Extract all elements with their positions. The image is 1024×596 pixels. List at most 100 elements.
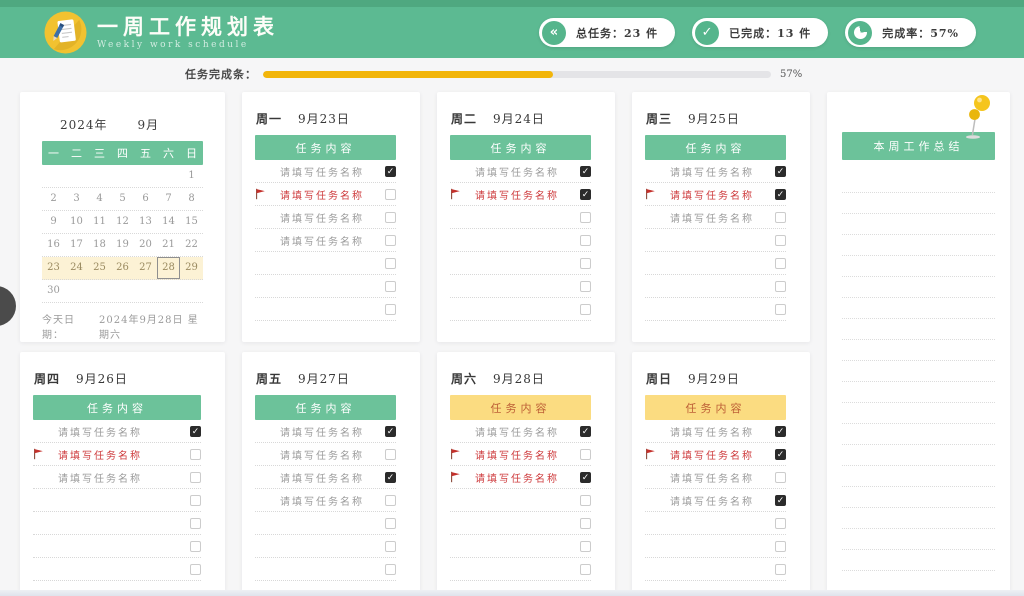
task-checkbox[interactable]: ✓ — [775, 165, 786, 177]
task-checkbox[interactable]: ✓ — [775, 188, 786, 200]
task-row[interactable]: 请填写任务名称 ✓ — [645, 489, 786, 512]
summary-line[interactable] — [842, 256, 995, 277]
summary-line[interactable] — [842, 508, 995, 529]
task-checkbox[interactable] — [580, 540, 591, 552]
task-row[interactable] — [450, 298, 591, 321]
task-checkbox[interactable] — [580, 563, 591, 575]
task-checkbox[interactable] — [190, 563, 201, 575]
date-cell-17[interactable]: 17 — [70, 239, 83, 250]
summary-line[interactable] — [842, 529, 995, 550]
task-name-field[interactable]: 请填写任务名称 — [280, 450, 364, 462]
summary-line[interactable] — [842, 277, 995, 298]
task-row[interactable] — [450, 535, 591, 558]
task-row[interactable]: 请填写任务名称 — [33, 443, 201, 466]
task-checkbox[interactable]: ✓ — [775, 494, 786, 506]
date-cell-2[interactable]: 2 — [50, 193, 57, 204]
task-checkbox[interactable] — [190, 517, 201, 529]
task-name-field[interactable]: 请填写任务名称 — [670, 427, 754, 439]
task-name-field[interactable]: 请填写任务名称 — [58, 427, 142, 439]
date-cell-3[interactable]: 3 — [73, 193, 80, 204]
task-checkbox[interactable] — [580, 234, 591, 246]
task-checkbox[interactable] — [385, 494, 396, 506]
task-name-field[interactable]: 请填写任务名称 — [475, 473, 559, 485]
task-checkbox[interactable]: ✓ — [580, 471, 591, 483]
task-row[interactable]: 请填写任务名称 ✓ — [255, 160, 396, 183]
summary-line[interactable] — [842, 172, 995, 193]
task-row[interactable] — [255, 275, 396, 298]
task-checkbox[interactable] — [580, 257, 591, 269]
task-name-field[interactable]: 请填写任务名称 — [670, 213, 754, 225]
task-row[interactable] — [255, 298, 396, 321]
task-checkbox[interactable]: ✓ — [775, 425, 786, 437]
task-row[interactable]: 请填写任务名称 ✓ — [450, 160, 591, 183]
task-name-field[interactable]: 请填写任务名称 — [280, 167, 364, 179]
date-cell-16[interactable]: 16 — [47, 239, 60, 250]
date-cell-18[interactable]: 18 — [93, 239, 106, 250]
summary-line[interactable] — [842, 550, 995, 571]
task-checkbox[interactable] — [580, 280, 591, 292]
calendar-month[interactable]: 9月 — [137, 118, 160, 132]
task-name-field[interactable]: 请填写任务名称 — [670, 190, 754, 202]
task-row[interactable]: 请填写任务名称 ✓ — [450, 466, 591, 489]
task-checkbox[interactable]: ✓ — [385, 425, 396, 437]
task-checkbox[interactable] — [385, 517, 396, 529]
date-cell-23[interactable]: 23 — [47, 262, 60, 273]
task-checkbox[interactable] — [190, 494, 201, 506]
task-name-field[interactable]: 请填写任务名称 — [475, 190, 559, 202]
task-name-field[interactable]: 请填写任务名称 — [670, 496, 754, 508]
summary-line[interactable] — [842, 382, 995, 403]
date-cell-30[interactable]: 30 — [47, 285, 60, 296]
task-name-field[interactable]: 请填写任务名称 — [670, 473, 754, 485]
task-row[interactable] — [255, 558, 396, 581]
date-cell-26[interactable]: 26 — [116, 262, 129, 273]
date-cell-15[interactable]: 15 — [185, 216, 198, 227]
task-checkbox[interactable] — [775, 280, 786, 292]
task-row[interactable]: 请填写任务名称 — [255, 443, 396, 466]
date-cell-22[interactable]: 22 — [185, 239, 198, 250]
task-row[interactable] — [645, 558, 786, 581]
task-name-field[interactable]: 请填写任务名称 — [670, 450, 754, 462]
task-checkbox[interactable] — [385, 211, 396, 223]
task-row[interactable] — [450, 206, 591, 229]
date-cell-11[interactable]: 11 — [93, 216, 106, 227]
task-row[interactable] — [450, 512, 591, 535]
task-row[interactable] — [255, 252, 396, 275]
task-checkbox[interactable] — [385, 448, 396, 460]
task-checkbox[interactable] — [580, 303, 591, 315]
task-checkbox[interactable]: ✓ — [385, 471, 396, 483]
task-checkbox[interactable] — [385, 188, 396, 200]
task-checkbox[interactable] — [190, 448, 201, 460]
task-row[interactable]: 请填写任务名称 — [645, 206, 786, 229]
task-row[interactable]: 请填写任务名称 — [255, 206, 396, 229]
summary-line[interactable] — [842, 298, 995, 319]
task-name-field[interactable]: 请填写任务名称 — [58, 450, 142, 462]
task-row[interactable]: 请填写任务名称 ✓ — [255, 466, 396, 489]
task-checkbox[interactable] — [775, 303, 786, 315]
task-checkbox[interactable] — [775, 563, 786, 575]
task-checkbox[interactable] — [775, 234, 786, 246]
task-row[interactable] — [450, 252, 591, 275]
summary-line[interactable] — [842, 235, 995, 256]
task-row[interactable]: 请填写任务名称 ✓ — [450, 183, 591, 206]
task-checkbox[interactable] — [385, 563, 396, 575]
task-row[interactable]: 请填写任务名称 — [450, 443, 591, 466]
task-name-field[interactable]: 请填写任务名称 — [280, 496, 364, 508]
date-cell-27[interactable]: 27 — [139, 262, 152, 273]
task-row[interactable] — [255, 512, 396, 535]
summary-line[interactable] — [842, 403, 995, 424]
task-checkbox[interactable] — [190, 471, 201, 483]
task-row[interactable] — [645, 275, 786, 298]
date-cell-12[interactable]: 12 — [116, 216, 129, 227]
date-cell-20[interactable]: 20 — [139, 239, 152, 250]
task-row[interactable]: 请填写任务名称 ✓ — [645, 443, 786, 466]
calendar-year[interactable]: 2024年 — [60, 118, 108, 132]
task-name-field[interactable]: 请填写任务名称 — [475, 427, 559, 439]
task-checkbox[interactable] — [385, 280, 396, 292]
task-checkbox[interactable]: ✓ — [580, 188, 591, 200]
task-checkbox[interactable]: ✓ — [385, 165, 396, 177]
task-row[interactable] — [255, 535, 396, 558]
task-checkbox[interactable] — [190, 540, 201, 552]
task-row[interactable] — [33, 512, 201, 535]
task-row[interactable] — [645, 229, 786, 252]
summary-line[interactable] — [842, 487, 995, 508]
